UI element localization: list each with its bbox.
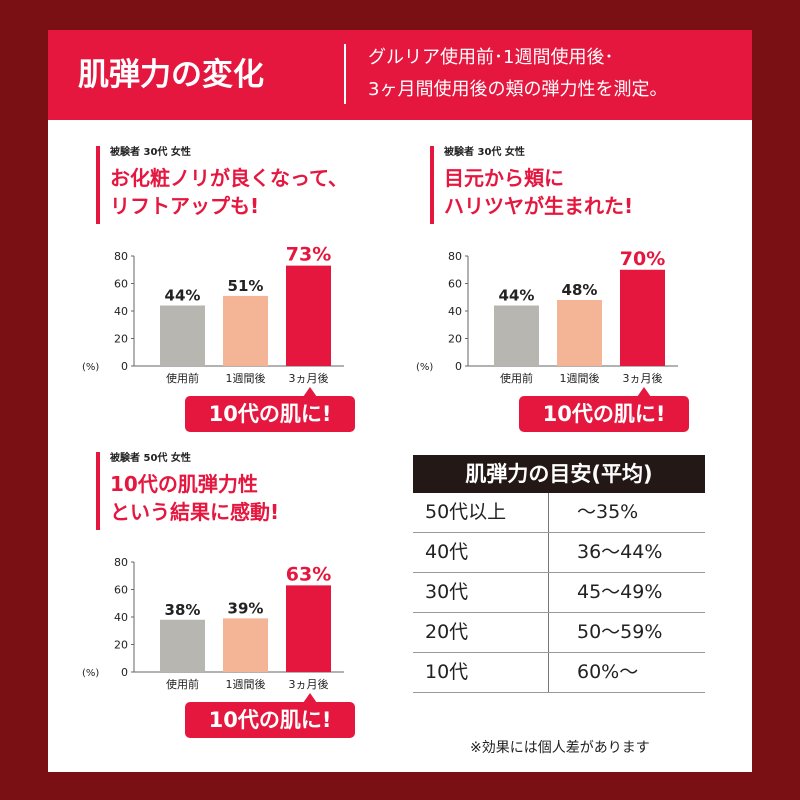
elasticity-range-cell: 60%〜 (577, 661, 639, 683)
data-label: 73% (286, 244, 331, 266)
age-group-cell: 30代 (413, 573, 549, 612)
y-tick-label: 40 (448, 305, 462, 318)
elasticity-range-cell: 50〜59% (577, 621, 663, 643)
table-row: 10代 60%〜 (413, 653, 705, 693)
bar-chart: 0 20 40 60 80 (%) 44% 使用前 48% 1週間後 70% 3ヵ月後 (416, 248, 678, 385)
y-tick-label: 80 (114, 250, 128, 263)
chart-block-3: 被験者 50代 女性 10代の肌弾力性 という結果に感動! 10代の肌に! 0 20 4… (82, 452, 416, 752)
table-row: 20代 50〜59% (413, 613, 705, 653)
y-tick-label: 40 (114, 611, 128, 624)
accent-bar (430, 146, 434, 224)
data-label: 48% (562, 281, 598, 299)
y-tick-label: 60 (448, 278, 462, 291)
subject-label: 被験者 50代 女性 (110, 453, 191, 464)
table-row: 40代 36〜44% (413, 533, 705, 573)
data-label: 44% (499, 287, 535, 305)
bar-1 (160, 619, 205, 672)
accent-bar (96, 452, 100, 530)
elasticity-range-cell: 45〜49% (577, 581, 663, 603)
table-row: 50代以上 〜35% (413, 493, 705, 533)
y-axis-unit: (%) (82, 362, 99, 373)
headline-line-1: 10代の肌弾力性 (110, 472, 258, 496)
elasticity-range-cell: 〜35% (577, 501, 639, 523)
bar-2 (557, 300, 602, 366)
callout-badge: 10代の肌に! (519, 387, 689, 432)
elasticity-reference-table: 肌弾力の目安(平均) 50代以上 〜35% 40代 36〜44% 30代 45〜49% 20… (413, 455, 705, 693)
y-tick-label: 60 (114, 278, 128, 291)
x-category-label: 3ヵ月後 (623, 371, 663, 385)
bar-1 (494, 305, 539, 366)
x-category-label: 1週間後 (226, 371, 266, 385)
y-tick-label: 40 (114, 305, 128, 318)
x-category-label: 1週間後 (560, 371, 600, 385)
age-group-cell: 20代 (413, 613, 549, 652)
data-label: 39% (228, 599, 264, 617)
x-category-label: 3ヵ月後 (289, 677, 329, 691)
x-category-label: 使用前 (166, 371, 199, 385)
headline-line-2: リフトアップも! (110, 194, 260, 218)
headline: 目元から頬にハリツヤが生まれた! (444, 164, 744, 220)
subject-label: 被験者 30代 女性 (110, 147, 191, 158)
bar-1 (160, 305, 205, 366)
age-group-cell: 40代 (413, 533, 549, 572)
bar-3 (286, 585, 331, 672)
y-tick-label: 80 (114, 556, 128, 569)
headline-line-1: お化粧ノリが良くなって、 (110, 166, 348, 190)
headline: 10代の肌弾力性 という結果に感動! (110, 470, 410, 526)
data-label: 70% (620, 248, 665, 270)
data-label: 44% (165, 287, 201, 305)
subtitle-line-2: 3ヶ月間使用後の頬の弾力性を測定。 (368, 79, 668, 100)
age-group-cell: 10代 (413, 653, 549, 692)
y-tick-label: 0 (121, 666, 128, 679)
data-label: 51% (228, 277, 264, 295)
table-body: 50代以上 〜35% 40代 36〜44% 30代 45〜49% 20代 50〜59% 10代 6… (413, 493, 705, 693)
bar-2 (223, 618, 268, 672)
accent-bar (96, 146, 100, 224)
x-category-label: 使用前 (500, 371, 533, 385)
y-axis-unit: (%) (82, 668, 99, 679)
y-tick-label: 0 (455, 360, 462, 373)
chart-block-1: 被験者 30代 女性 お化粧ノリが良くなって、 リフトアップも! 10代の肌に! 0… (82, 146, 416, 446)
table-row: 30代 45〜49% (413, 573, 705, 613)
elasticity-range-cell: 36〜44% (577, 541, 663, 563)
disclaimer-note: ※効果には個人差があります (470, 740, 650, 756)
table-title: 肌弾力の目安(平均) (413, 455, 705, 493)
x-category-label: 1週間後 (226, 677, 266, 691)
header-divider (344, 44, 346, 104)
headline-line-2: という結果に感動! (110, 500, 280, 524)
subtitle-line-1: グルリア使用前･1週間使用後･ (368, 47, 614, 68)
x-category-label: 3ヵ月後 (289, 371, 329, 385)
header-subtitle: グルリア使用前･1週間使用後･ 3ヶ月間使用後の頬の弾力性を測定。 (368, 42, 743, 106)
data-label: 38% (165, 601, 201, 619)
age-group-cell: 50代以上 (413, 493, 549, 532)
page-title: 肌弾力の変化 (78, 57, 264, 93)
y-tick-label: 20 (114, 333, 128, 346)
data-label: 63% (286, 563, 331, 585)
y-tick-label: 0 (121, 360, 128, 373)
callout-badge: 10代の肌に! (185, 693, 355, 738)
y-axis-unit: (%) (416, 362, 433, 373)
headline: お化粧ノリが良くなって、 リフトアップも! (110, 164, 410, 220)
callout-badge: 10代の肌に! (185, 387, 355, 432)
y-tick-label: 80 (448, 250, 462, 263)
y-tick-label: 20 (114, 639, 128, 652)
bar-3 (620, 269, 665, 366)
header-band: 肌弾力の変化 グルリア使用前･1週間使用後･ 3ヶ月間使用後の頬の弾力性を測定。 (48, 30, 752, 120)
headline-line-2: ハリツヤが生まれた! (444, 194, 634, 218)
headline-line-1: 目元から頬に (444, 166, 564, 190)
y-tick-label: 60 (114, 584, 128, 597)
x-category-label: 使用前 (166, 677, 199, 691)
bar-2 (223, 295, 268, 366)
bar-3 (286, 265, 331, 366)
bar-chart: 0 20 40 60 80 (%) 38% 使用前 39% 1週間後 63% 3ヵ月後 (82, 556, 344, 691)
chart-block-2: 被験者 30代 女性 目元から頬にハリツヤが生まれた! 10代の肌に! 0 20 40… (416, 146, 750, 446)
bar-chart: 0 20 40 60 80 (%) 44% 使用前 51% 1週間後 73% 3ヵ月後 (82, 244, 344, 385)
subject-label: 被験者 30代 女性 (444, 147, 525, 158)
y-tick-label: 20 (448, 333, 462, 346)
